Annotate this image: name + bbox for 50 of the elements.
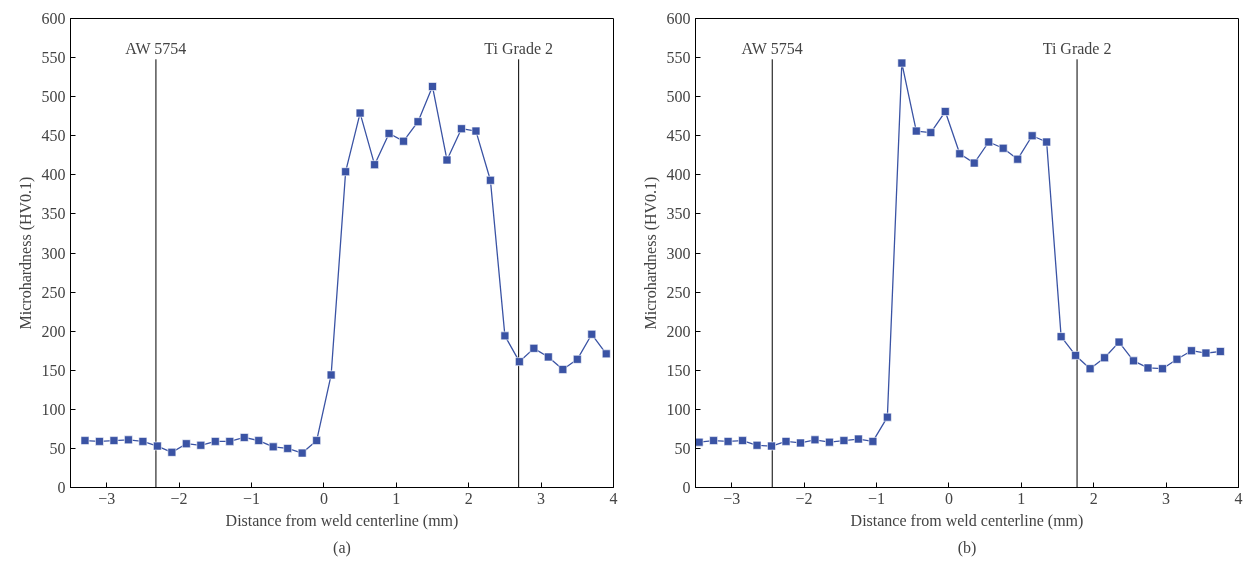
x-tick-label: 2	[464, 489, 473, 507]
x-tick-label: 4	[609, 489, 618, 507]
x-tick-label: −2	[170, 489, 188, 507]
x-axis-title: Distance from weld centerline (mm)	[225, 511, 459, 530]
y-tick-label: 200	[41, 322, 66, 340]
y-tick-label: 100	[41, 400, 66, 418]
ref-line-label: Ti Grade 2	[1042, 40, 1112, 58]
y-tick-label: 300	[41, 244, 66, 262]
x-tick-label: 4	[1234, 489, 1243, 507]
x-tick-label: −1	[867, 489, 886, 507]
y-tick-label: 450	[41, 127, 66, 145]
text: (a)	[333, 538, 351, 557]
x-tick-label: 0	[319, 489, 328, 507]
y-tick-label: 600	[41, 10, 66, 27]
ref-line-label: Ti Grade 2	[484, 40, 554, 58]
y-tick-label: 400	[666, 166, 691, 184]
y-tick-label: 150	[666, 361, 691, 379]
y-tick-label: 550	[666, 49, 691, 67]
x-tick-label: 1	[392, 489, 401, 507]
text: (b)	[957, 538, 977, 557]
y-tick-label: 400	[41, 166, 66, 184]
x-tick-label: 0	[944, 489, 953, 507]
y-tick-label: 500	[41, 88, 66, 106]
y-tick-label: 550	[41, 49, 66, 67]
y-tick-label: 350	[41, 205, 66, 223]
x-tick-label: −3	[723, 489, 741, 507]
y-tick-label: 600	[666, 10, 691, 27]
y-tick-label: 50	[49, 439, 66, 457]
y-axis-title: Microhardness (HV0.1)	[16, 176, 35, 330]
y-tick-label: 500	[666, 88, 691, 106]
y-tick-label: 350	[666, 205, 691, 223]
y-tick-label: 100	[666, 400, 691, 418]
y-tick-label: 300	[666, 244, 691, 262]
x-tick-label: −2	[795, 489, 813, 507]
ref-line-label: AW 5754	[741, 40, 803, 58]
x-axis-title: Distance from weld centerline (mm)	[850, 511, 1084, 530]
y-axis-title: Microhardness (HV0.1)	[641, 176, 660, 330]
x-tick-label: 3	[1162, 489, 1171, 507]
x-tick-label: 1	[1017, 489, 1026, 507]
x-tick-label: −1	[242, 489, 261, 507]
y-tick-label: 450	[666, 127, 691, 145]
x-tick-label: −3	[98, 489, 116, 507]
y-tick-label: 200	[666, 322, 691, 340]
y-tick-label: 50	[674, 439, 691, 457]
x-tick-label: 3	[537, 489, 546, 507]
ref-line-label: AW 5754	[125, 40, 187, 58]
x-tick-label: 2	[1089, 489, 1098, 507]
y-tick-label: 250	[41, 283, 66, 301]
y-tick-label: 150	[41, 361, 66, 379]
y-tick-label: 250	[666, 283, 691, 301]
